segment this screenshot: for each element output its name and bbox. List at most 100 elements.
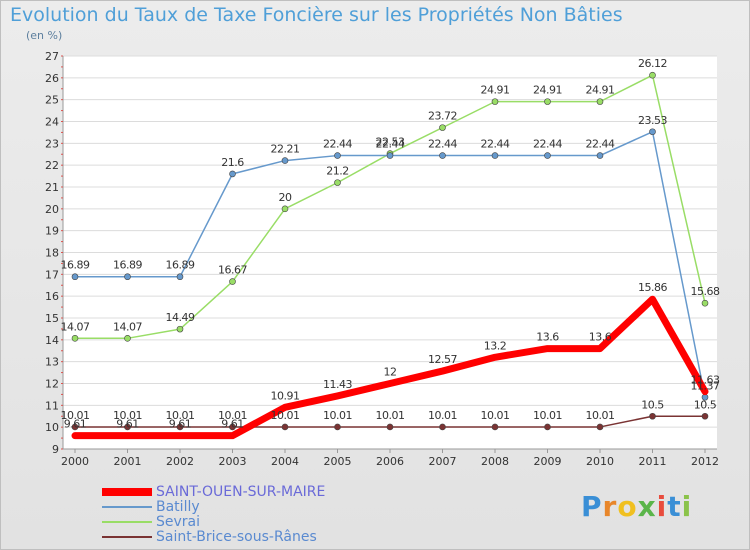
- data-point: [176, 423, 184, 431]
- data-label: 15.86: [638, 281, 667, 294]
- data-point: [386, 423, 394, 431]
- data-point: [701, 412, 709, 420]
- data-point: [649, 412, 656, 420]
- data-label: 13.6: [589, 331, 612, 344]
- data-label: 22.44: [323, 138, 352, 151]
- data-point: [701, 299, 709, 307]
- y-tick-label: 18: [45, 247, 59, 260]
- x-tick-label: 2008: [481, 455, 509, 468]
- data-label: 23.72: [428, 110, 457, 123]
- data-label: 22.44: [428, 138, 457, 151]
- y-tick-label: 15: [45, 312, 59, 325]
- data-label: 22.44: [481, 138, 510, 151]
- data-point: [229, 170, 236, 178]
- legend-label: Saint-Brice-sous-Rânes: [156, 529, 317, 545]
- data-label: 23.53: [638, 114, 667, 127]
- data-label: 10.01: [166, 409, 195, 422]
- legend-label: Sevrai: [156, 514, 201, 530]
- y-tick-label: 9: [52, 443, 59, 456]
- data-point: [71, 423, 79, 431]
- data-point: [229, 278, 236, 285]
- y-tick-label: 27: [45, 50, 59, 63]
- y-tick-label: 13: [45, 356, 59, 369]
- data-label: 22.44: [533, 138, 562, 151]
- data-label: 9.61: [221, 418, 244, 431]
- data-label: 21.2: [326, 165, 349, 178]
- data-point: [281, 157, 289, 164]
- data-label: 20: [279, 191, 292, 204]
- data-point: [596, 98, 604, 105]
- data-label: 16.89: [166, 259, 195, 272]
- y-tick-label: 22: [45, 159, 59, 172]
- x-tick-label: 2002: [166, 455, 194, 468]
- data-label: 24.91: [481, 84, 510, 97]
- data-point: [439, 423, 446, 431]
- data-label: 15.68: [691, 285, 720, 298]
- x-tick-label: 2011: [639, 455, 667, 468]
- y-tick-label: 25: [45, 94, 59, 107]
- data-point: [334, 423, 341, 431]
- data-label: 14.07: [113, 320, 142, 333]
- data-label: 9.61: [169, 418, 192, 431]
- chart-title: Evolution du Taux de Taxe Foncière sur l…: [10, 4, 623, 26]
- legend-swatch: [102, 488, 152, 496]
- data-label: 10.91: [271, 389, 300, 402]
- data-point: [439, 152, 446, 159]
- data-point: [71, 273, 79, 281]
- data-label: 24.91: [533, 84, 562, 97]
- data-point: [491, 98, 499, 105]
- data-point: [544, 423, 551, 431]
- data-point: [544, 98, 551, 105]
- data-point: [124, 335, 131, 342]
- data-label: 10.01: [533, 409, 562, 422]
- data-label: 13.6: [536, 331, 559, 344]
- proxiti-logo: Proxiti: [581, 490, 693, 523]
- data-point: [124, 273, 131, 281]
- data-label: 24.91: [586, 84, 615, 97]
- x-tick-label: 2012: [691, 455, 719, 468]
- y-tick-label: 11: [45, 399, 59, 412]
- data-label: 10.01: [376, 409, 405, 422]
- data-label: 10.5: [641, 398, 664, 411]
- x-tick-label: 2001: [114, 455, 142, 468]
- data-label: 11.37: [691, 379, 720, 392]
- x-tick-label: 2003: [219, 455, 247, 468]
- data-label: 13.2: [484, 339, 507, 352]
- y-tick-label: 26: [45, 72, 59, 85]
- data-point: [649, 128, 656, 136]
- legend-swatch: [102, 536, 152, 538]
- data-point: [596, 423, 604, 431]
- y-tick-label: 24: [45, 116, 59, 129]
- data-point: [281, 205, 289, 213]
- data-label: 22.44: [376, 138, 405, 151]
- data-label: 11.43: [323, 378, 352, 391]
- x-tick-label: 2007: [429, 455, 457, 468]
- data-label: 22.21: [271, 143, 300, 156]
- y-tick-label: 19: [45, 225, 59, 238]
- data-label: 10.01: [271, 409, 300, 422]
- y-tick-label: 14: [45, 334, 59, 347]
- data-label: 12.57: [428, 353, 457, 366]
- y-tick-label: 12: [45, 378, 59, 391]
- x-tick-label: 2006: [376, 455, 404, 468]
- data-label: 16.89: [61, 259, 90, 272]
- data-point: [71, 335, 79, 342]
- legend-item: SAINT-OUEN-SUR-MAIRE: [102, 484, 402, 500]
- data-label: 14.49: [166, 311, 195, 324]
- data-label: 9.61: [64, 418, 87, 431]
- data-point: [334, 179, 341, 186]
- data-label: 10.01: [481, 409, 510, 422]
- legend-label: Batilly: [156, 499, 200, 515]
- data-point: [439, 124, 446, 131]
- data-label: 10.01: [586, 409, 615, 422]
- data-label: 22.44: [586, 138, 615, 151]
- chart-subtitle: (en %): [26, 29, 63, 42]
- y-tick-label: 10: [45, 421, 59, 434]
- data-label: 26.12: [638, 57, 667, 70]
- x-tick-label: 2005: [324, 455, 352, 468]
- data-label: 21.6: [221, 156, 244, 169]
- data-label: 10.01: [218, 409, 247, 422]
- data-point: [176, 325, 184, 333]
- y-tick-label: 21: [45, 181, 59, 194]
